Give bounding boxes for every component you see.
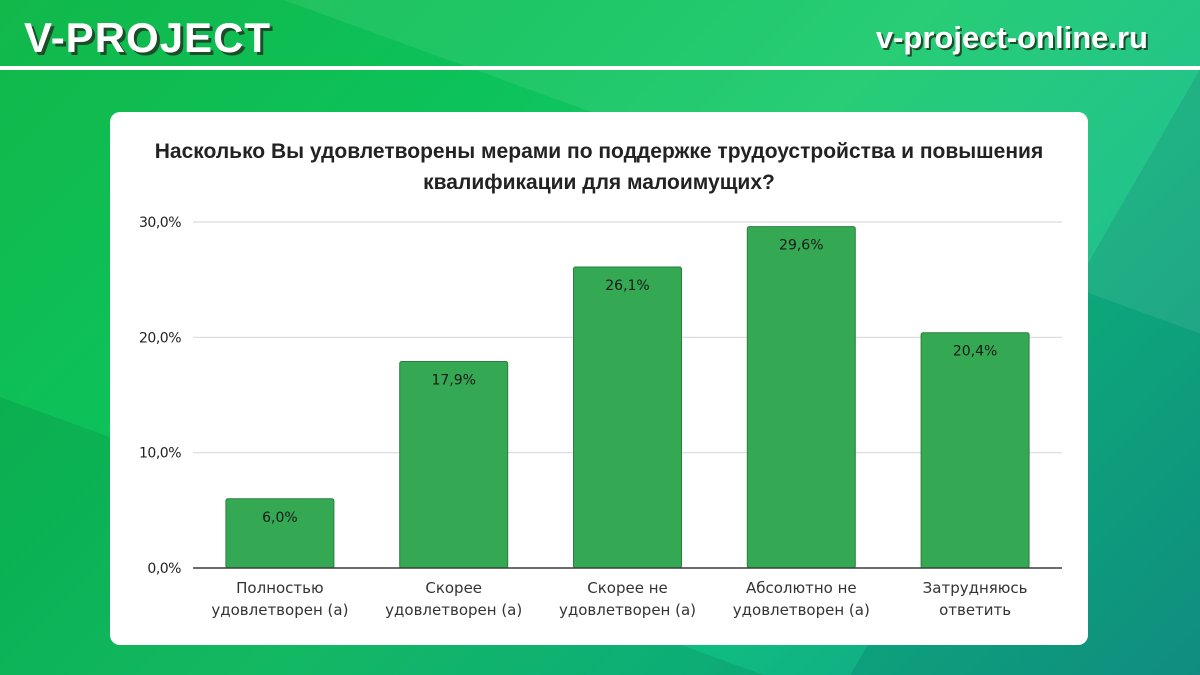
bar bbox=[399, 361, 509, 569]
y-tick-label: 10,0% bbox=[139, 446, 181, 462]
y-tick-label: 30,0% bbox=[139, 215, 181, 231]
chart-title: Насколько Вы удовлетворены мерами по под… bbox=[154, 140, 1044, 194]
data-label: 6,0% bbox=[262, 510, 298, 526]
bar bbox=[573, 266, 682, 569]
y-tick-label: 0,0% bbox=[147, 561, 181, 577]
x-tick-label: удовлетворен (а) bbox=[733, 601, 870, 619]
x-tick-label: Абсолютно не bbox=[746, 579, 857, 597]
bar bbox=[746, 226, 856, 569]
bar bbox=[920, 332, 1030, 569]
y-tick-label: 20,0% bbox=[139, 330, 181, 346]
x-tick-label: удовлетворен (а) bbox=[559, 601, 696, 619]
x-tick-label: Скорее bbox=[425, 579, 482, 597]
data-label: 17,9% bbox=[431, 373, 475, 389]
x-tick-label: Затрудняюсь bbox=[923, 579, 1028, 597]
data-label: 29,6% bbox=[779, 238, 823, 254]
x-tick-label: Скорее не bbox=[587, 579, 668, 597]
bar-chart: 0,0% 10,0% 20,0% 30,0% 6,0% Полностью удовлетв… bbox=[139, 215, 1062, 619]
data-label: 26,1% bbox=[605, 278, 649, 294]
data-label: 20,4% bbox=[953, 344, 997, 360]
x-tick-label: удовлетворен (а) bbox=[385, 601, 522, 619]
header-divider bbox=[0, 66, 1200, 70]
x-tick-label: Полностью bbox=[236, 579, 323, 597]
brand-logo: V-PROJECT bbox=[24, 14, 272, 61]
site-url: v-project-online.ru bbox=[875, 20, 1148, 55]
x-tick-label: ответить bbox=[939, 601, 1011, 619]
chart-card: Насколько Вы удовлетворены мерами по под… bbox=[110, 112, 1088, 645]
x-tick-label: удовлетворен (а) bbox=[211, 601, 348, 619]
